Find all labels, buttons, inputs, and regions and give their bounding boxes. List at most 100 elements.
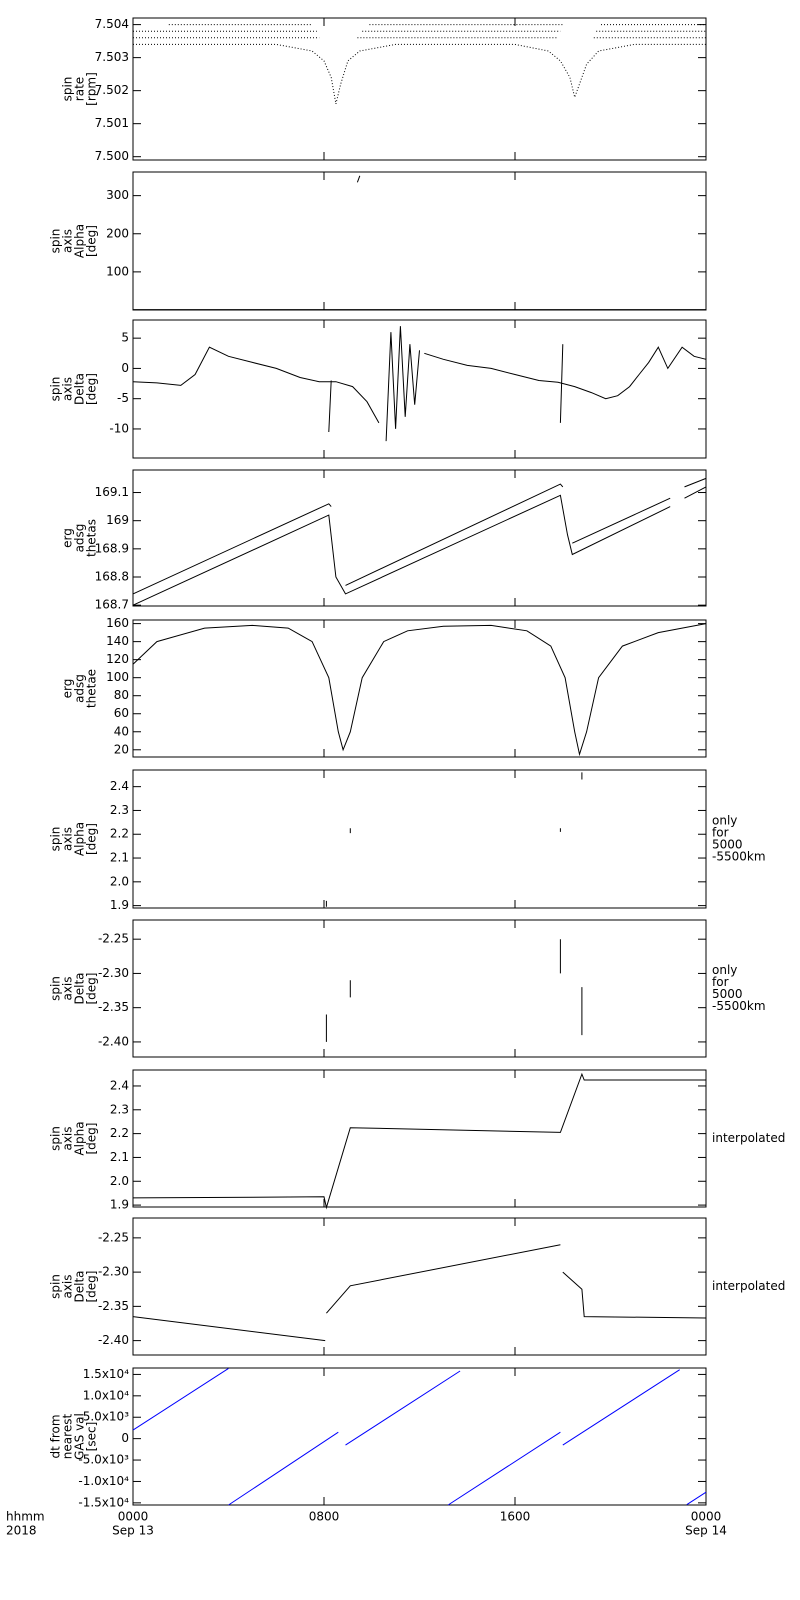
side-label: 5000 <box>712 838 743 852</box>
data-line <box>132 477 707 595</box>
side-label: for <box>712 826 729 840</box>
y-tick-label: 169.1 <box>95 485 129 499</box>
y-tick-label: -2.25 <box>98 932 129 946</box>
y-tick-label: 5 <box>121 331 129 345</box>
y-tick-label: 168.7 <box>95 598 129 612</box>
y-axis-label: spin <box>61 77 75 102</box>
y-tick-label: 2.2 <box>110 1126 129 1140</box>
side-label: -5500km <box>712 999 766 1013</box>
data-line <box>132 486 707 606</box>
y-tick-label: 2.3 <box>110 803 129 817</box>
data-line <box>132 623 707 757</box>
data-line <box>385 326 420 442</box>
y-tick-label: 7.502 <box>95 83 129 97</box>
y-tick-label: 2.4 <box>110 1078 129 1092</box>
y-tick-label: 300 <box>106 188 129 202</box>
plot-frame <box>132 319 707 459</box>
y-tick-label: -2.35 <box>98 1299 129 1313</box>
y-axis-label: erg <box>61 679 75 699</box>
y-axis-label: [deg] <box>85 823 99 855</box>
x-tick-label: 0800 <box>309 1510 340 1524</box>
y-axis-label: spin <box>49 229 63 254</box>
y-axis-label: Alpha <box>73 224 87 258</box>
plot-frame <box>132 919 707 1058</box>
y-axis-label: dt from <box>49 1414 63 1458</box>
x-axis-label: hhmm <box>6 1510 45 1524</box>
y-tick-label: 7.504 <box>95 17 129 31</box>
y-axis-label: adsg <box>73 674 87 703</box>
plot-frame <box>132 171 707 311</box>
y-axis-label: [deg] <box>85 1271 99 1303</box>
plot-frame <box>132 619 707 758</box>
date-label: Sep 13 <box>112 1524 154 1538</box>
y-tick-label: 169 <box>106 513 129 527</box>
y-tick-label: -2.30 <box>98 966 129 980</box>
y-tick-label: 2.1 <box>110 851 129 865</box>
y-axis-label: axis <box>61 229 75 253</box>
y-tick-label: -1.0x10⁴ <box>78 1474 129 1488</box>
y-tick-label: 7.503 <box>95 50 129 64</box>
y-tick-label: 2.2 <box>110 827 129 841</box>
y-axis-label: spin <box>49 976 63 1001</box>
y-tick-label: -2.40 <box>98 1333 129 1347</box>
y-axis-label: rate <box>73 77 87 101</box>
plot-frame <box>132 769 707 909</box>
y-tick-label: 2.4 <box>110 779 129 793</box>
y-axis-label: Alpha <box>73 822 87 856</box>
y-tick-label: -5 <box>117 391 129 405</box>
plot-frame <box>132 469 707 607</box>
y-tick-label: -2.40 <box>98 1034 129 1048</box>
data-line <box>132 1072 706 1210</box>
plot-frame <box>132 1217 707 1356</box>
y-axis-label: Alpha <box>73 1121 87 1155</box>
x-tick-label: 1600 <box>500 1510 531 1524</box>
y-axis-label: [deg] <box>85 225 99 257</box>
y-tick-label: 40 <box>114 724 129 738</box>
y-tick-label: 5.0x10³ <box>83 1410 129 1424</box>
y-tick-label: 168.8 <box>95 569 129 583</box>
y-axis-label: Delta <box>73 972 87 1004</box>
y-tick-label: 120 <box>106 652 129 666</box>
y-tick-label: 2.0 <box>110 1174 129 1188</box>
data-line <box>132 1244 707 1342</box>
date-label: Sep 14 <box>685 1524 727 1538</box>
data-line <box>424 346 707 400</box>
y-tick-label: 160 <box>106 616 129 630</box>
y-tick-label: -5.0x10³ <box>78 1453 129 1467</box>
y-axis-label: axis <box>61 1274 75 1298</box>
x-tick-label: 0000 <box>118 1510 149 1524</box>
y-axis-label: spin <box>49 827 63 852</box>
y-tick-label: 200 <box>106 226 129 240</box>
y-tick-label: 1.9 <box>110 1198 129 1212</box>
side-label: only <box>712 814 737 828</box>
x-axis-label: 2018 <box>6 1524 37 1538</box>
y-tick-label: -2.30 <box>98 1265 129 1279</box>
y-axis-label: spin <box>49 1274 63 1299</box>
side-label: -5500km <box>712 850 766 864</box>
data-line <box>328 344 564 433</box>
y-axis-label: spin <box>49 1126 63 1151</box>
y-axis-label: axis <box>61 377 75 401</box>
y-axis-label: thetae <box>85 669 99 708</box>
y-tick-label: 0 <box>121 1431 129 1445</box>
data-line <box>132 346 380 424</box>
y-axis-label: [sec] <box>85 1422 99 1452</box>
y-axis-label: axis <box>61 976 75 1000</box>
data-line <box>132 1367 707 1506</box>
y-tick-label: 7.500 <box>95 149 129 163</box>
y-axis-label: erg <box>61 528 75 548</box>
y-tick-label: 100 <box>106 264 129 278</box>
side-label: only <box>712 963 737 977</box>
plot-frame <box>132 1069 707 1208</box>
y-tick-label: 20 <box>114 742 129 756</box>
y-tick-label: -2.35 <box>98 1000 129 1014</box>
side-label: 5000 <box>712 987 743 1001</box>
y-tick-label: 1.5x10⁴ <box>83 1367 129 1381</box>
plot-frame <box>132 17 707 161</box>
y-tick-label: -10 <box>109 421 129 435</box>
data-line <box>325 772 583 907</box>
y-tick-label: 140 <box>106 634 129 648</box>
y-axis-label: axis <box>61 1126 75 1150</box>
y-axis-label: [deg] <box>85 973 99 1005</box>
